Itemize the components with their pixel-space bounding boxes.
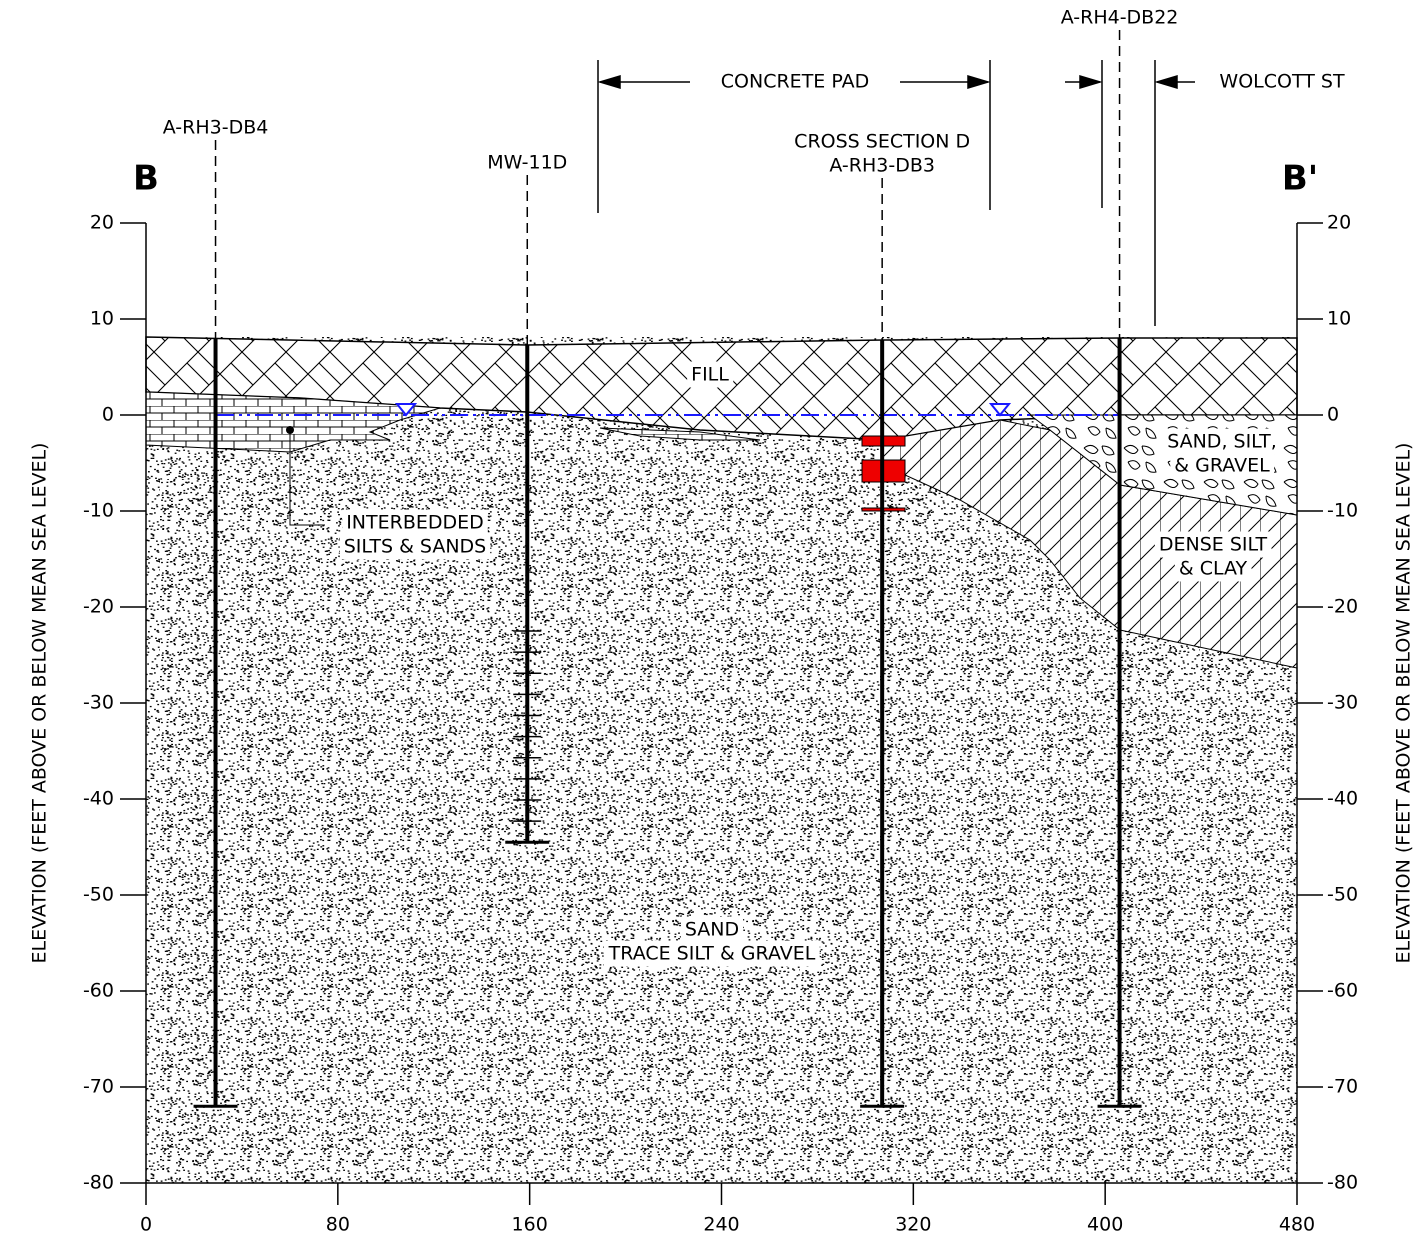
layer-label: TRACE SILT & GRAVEL: [608, 943, 816, 965]
y-tick-label: -30: [1327, 692, 1358, 714]
x-tick-label: 160: [512, 1214, 548, 1236]
x-tick-label: 240: [703, 1214, 739, 1236]
x-tick-label: 0: [140, 1214, 152, 1236]
section-end: B': [1282, 159, 1318, 199]
layer-label: SILTS & SANDS: [344, 536, 487, 558]
y-tick-label: 20: [90, 212, 114, 234]
pad-label: CONCRETE PAD: [721, 71, 869, 93]
layer-label: & GRAVEL: [1174, 455, 1270, 477]
boring-label: A-RH4-DB22: [1061, 7, 1179, 29]
label-dot: [286, 426, 294, 434]
section-start: B: [133, 159, 159, 199]
y-tick-label: -40: [83, 788, 114, 810]
y-tick-label: 0: [102, 404, 114, 426]
layer-label: DENSE SILT: [1159, 534, 1268, 556]
y-tick-label: -80: [1327, 1172, 1358, 1194]
boring-label: A-RH3-DB3: [829, 155, 935, 177]
y-tick-label: -20: [83, 596, 114, 618]
layer-label: INTERBEDDED: [346, 512, 484, 534]
x-tick-label: 400: [1087, 1214, 1123, 1236]
y-axis-label: ELEVATION (FEET ABOVE OR BELOW MEAN SEA …: [29, 443, 51, 964]
y-axis-label: ELEVATION (FEET ABOVE OR BELOW MEAN SEA …: [1393, 443, 1415, 964]
cross-section: B B' CONCRETE PAD WOLCOTT ST ELEVATION (…: [0, 0, 1427, 1244]
y-tick-label: -70: [83, 1076, 114, 1098]
y-tick-label: -50: [1327, 884, 1358, 906]
y-tick-label: 10: [1327, 308, 1351, 330]
y-tick-label: 10: [90, 308, 114, 330]
layer-label: FILL: [691, 364, 729, 386]
boring-label: CROSS SECTION D: [794, 131, 970, 153]
boring-label: A-RH3-DB4: [163, 117, 269, 139]
layers: [146, 337, 1297, 1183]
boring-label: MW-11D: [487, 152, 567, 174]
layer-label: SAND: [685, 919, 739, 941]
y-tick-label: -40: [1327, 788, 1358, 810]
layer-label: SAND, SILT,: [1167, 431, 1277, 453]
y-tick-label: 0: [1327, 404, 1339, 426]
y-tick-label: -70: [1327, 1076, 1358, 1098]
x-tick-label: 480: [1279, 1214, 1315, 1236]
y-tick-label: 20: [1327, 212, 1351, 234]
y-tick-label: -50: [83, 884, 114, 906]
y-tick-label: -10: [1327, 500, 1358, 522]
y-tick-label: -30: [83, 692, 114, 714]
x-tick-label: 320: [895, 1214, 931, 1236]
y-tick-label: -10: [83, 500, 114, 522]
y-tick-label: -60: [1327, 980, 1358, 1002]
x-tick-label: 80: [326, 1214, 350, 1236]
street-label: WOLCOTT ST: [1219, 71, 1345, 93]
y-tick-label: -20: [1327, 596, 1358, 618]
y-tick-label: -60: [83, 980, 114, 1002]
layer-label: & CLAY: [1179, 558, 1248, 580]
y-tick-label: -80: [83, 1172, 114, 1194]
